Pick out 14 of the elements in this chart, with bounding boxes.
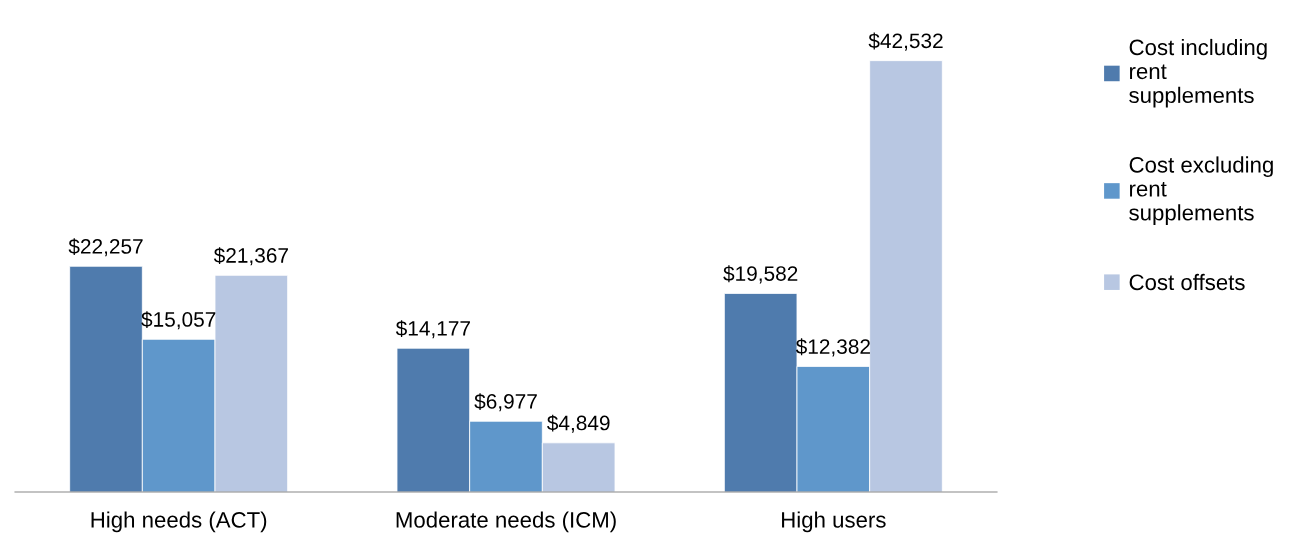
x-tick-label: Moderate needs (ICM)	[396, 511, 616, 533]
data-label: $12,382	[795, 338, 870, 357]
data-label: $42,532	[868, 32, 943, 51]
data-label: $21,367	[213, 247, 288, 266]
data-label: $4,849	[547, 414, 610, 433]
data-label: $6,977	[474, 393, 537, 412]
x-tick-label: High users	[782, 511, 886, 533]
data-label: $14,177	[395, 320, 470, 339]
x-tick-label: High needs (ACT)	[91, 511, 267, 533]
legend-label: Cost including rent supplements	[1129, 38, 1267, 108]
legend-label: Cost excluding rent supplements	[1129, 156, 1273, 225]
data-label: $19,582	[723, 265, 798, 284]
legend-label: Cost offsets	[1129, 273, 1245, 291]
data-label: $22,257	[68, 238, 143, 257]
